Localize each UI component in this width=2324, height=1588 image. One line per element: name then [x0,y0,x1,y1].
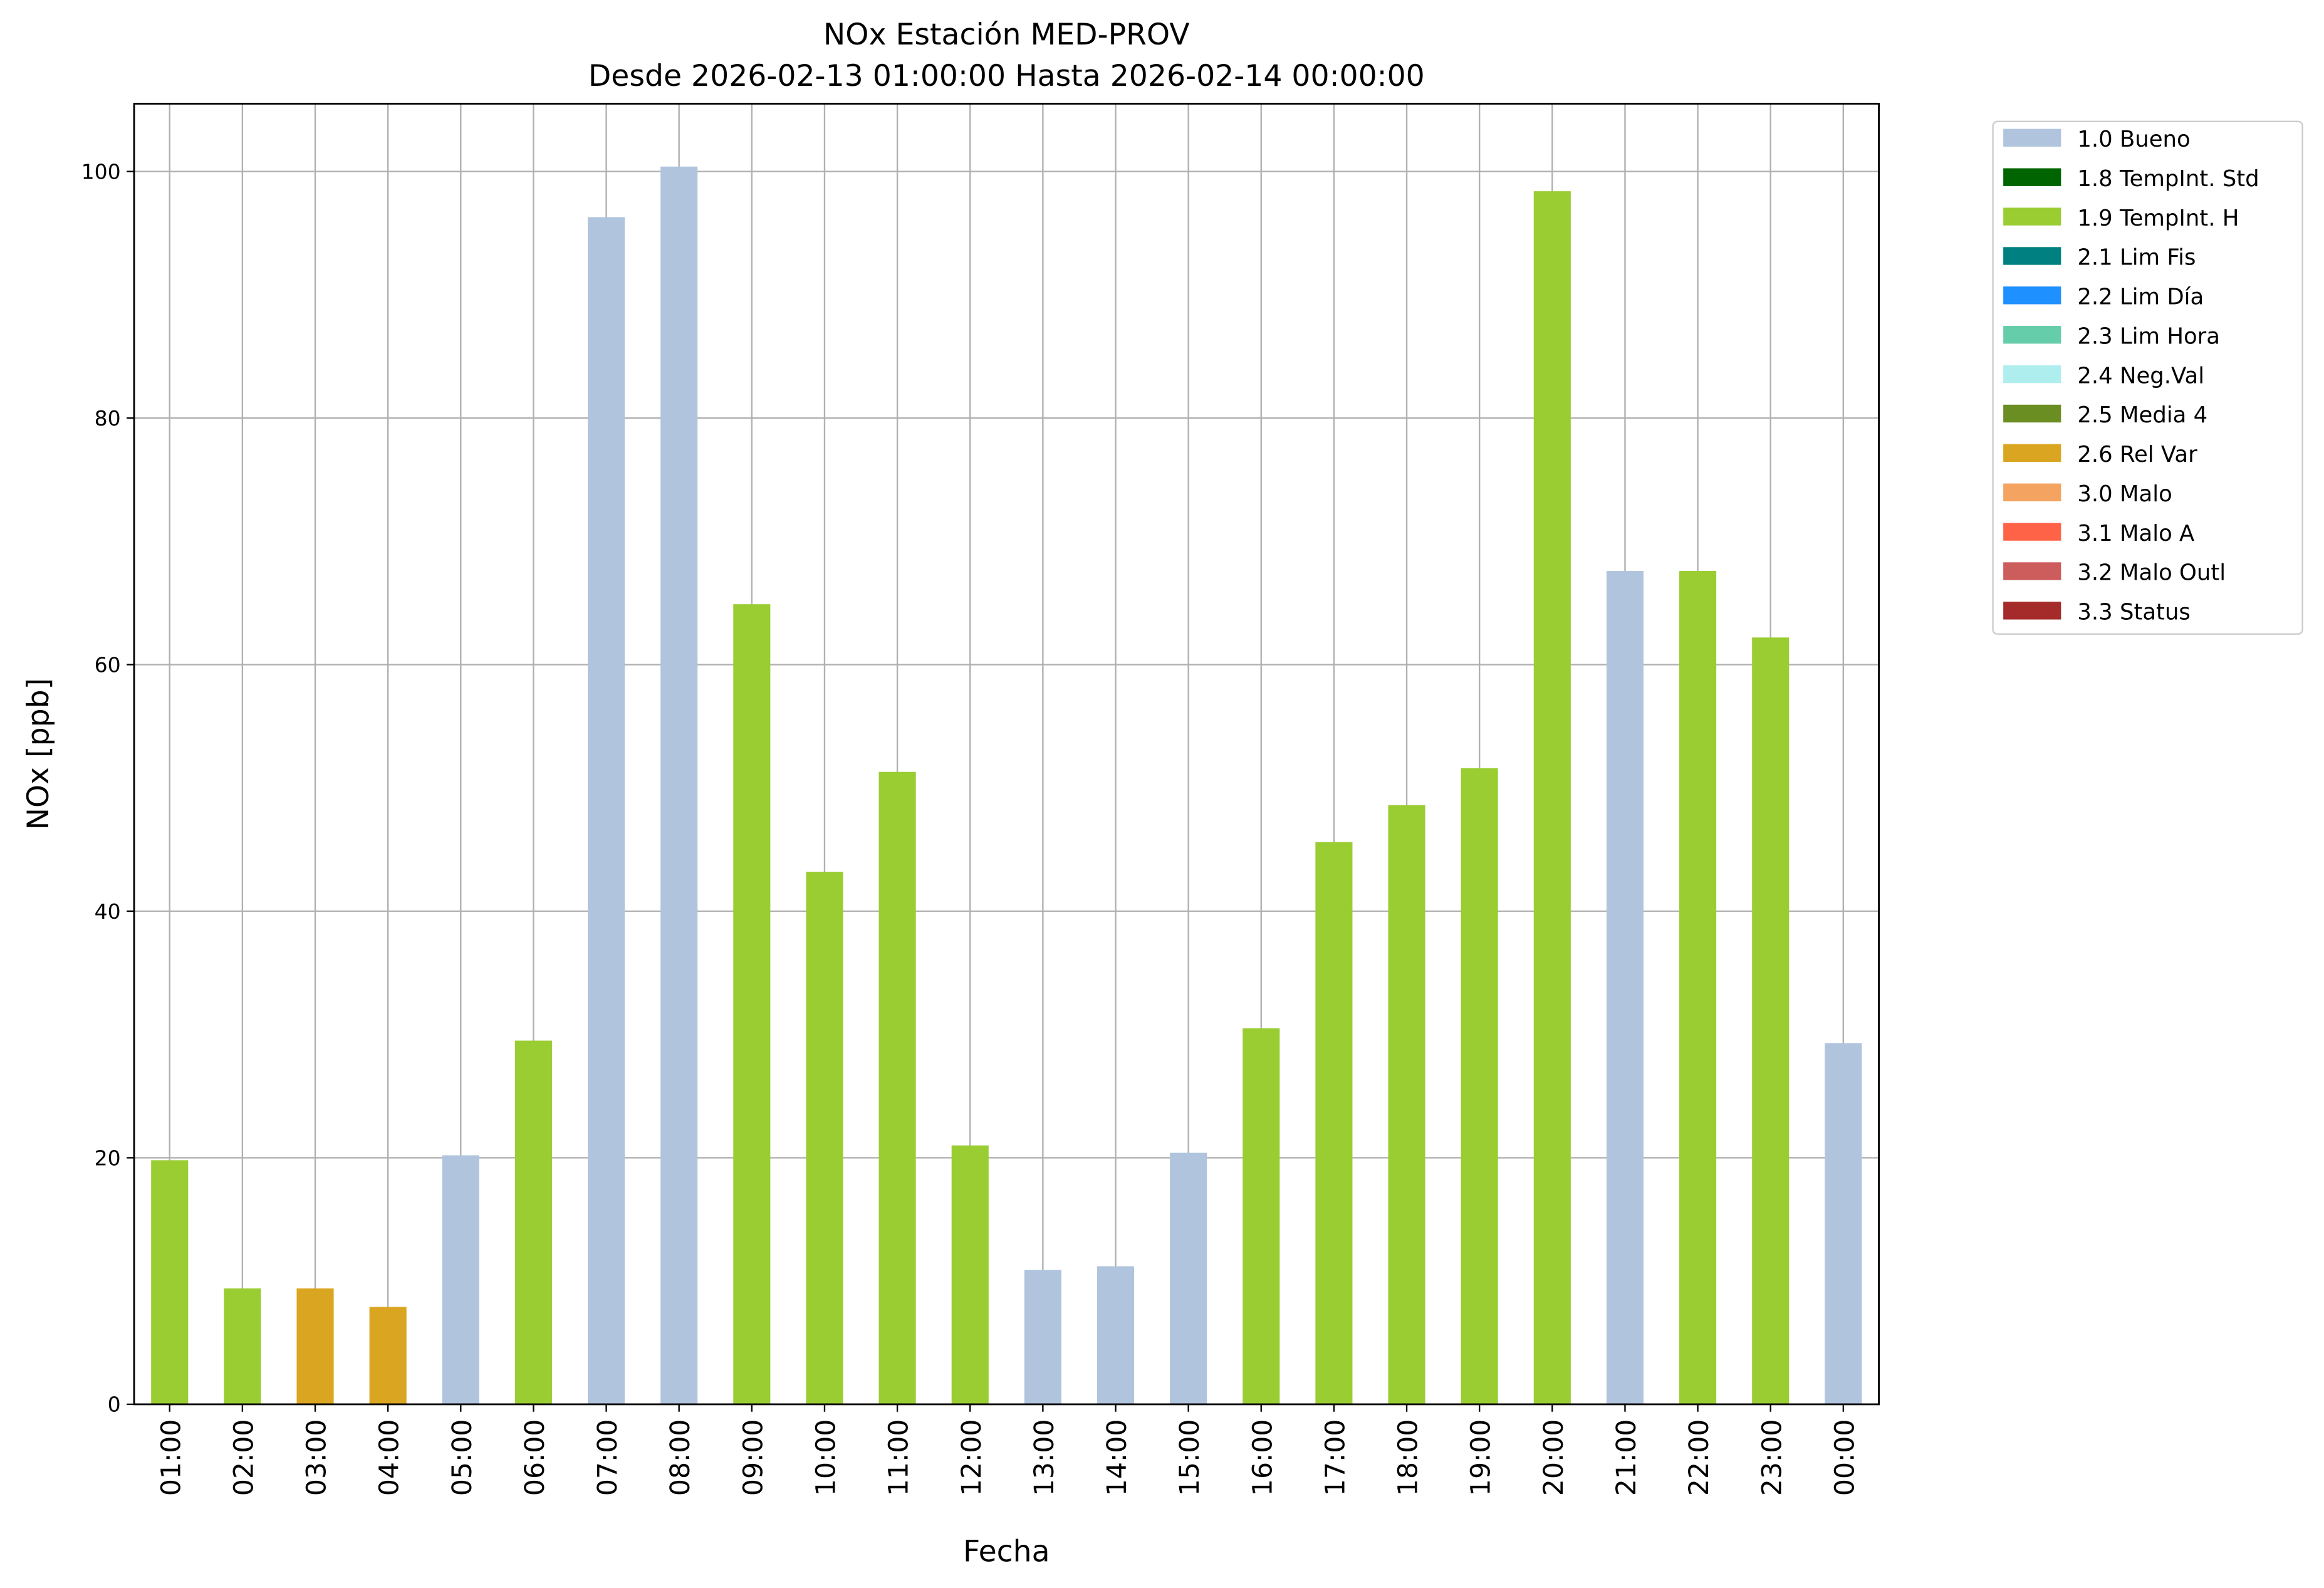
x-tick-label: 18:00 [1394,1419,1424,1497]
bar-0300 [296,1288,334,1404]
x-tick-label: 14:00 [1102,1419,1133,1497]
legend-swatch [2003,523,2061,541]
x-tick-label: 15:00 [1175,1419,1206,1497]
x-tick-label: 06:00 [520,1419,551,1497]
y-tick-label: 80 [95,406,121,431]
bar-0800 [660,166,698,1404]
bar-0400 [369,1307,407,1404]
bar-1500 [1170,1152,1207,1404]
y-tick-label: 20 [95,1146,121,1170]
legend-swatch [2003,444,2061,462]
legend-label: 3.3 Status [2077,600,2191,625]
chart-subtitle: Desde 2026-02-13 01:00:00 Hasta 2026-02-… [588,59,1425,93]
x-tick-label: 17:00 [1320,1419,1351,1497]
legend-label: 1.0 Bueno [2077,127,2190,152]
x-tick-label: 19:00 [1466,1419,1497,1497]
legend-label: 2.2 Lim Día [2077,285,2204,310]
legend-frame [1992,120,2303,635]
x-tick-label: 20:00 [1539,1419,1570,1497]
x-tick-label: 08:00 [665,1419,696,1497]
legend-label: 1.9 TempInt. H [2077,206,2239,231]
bar-2000 [1533,191,1571,1404]
x-tick-label: 11:00 [884,1419,915,1497]
chart-title: NOx Estación MED-PROV [823,18,1190,52]
bar-1900 [1461,768,1498,1404]
bar-2300 [1752,637,1790,1404]
bar-2100 [1606,571,1644,1404]
x-tick-label: 00:00 [1830,1419,1860,1497]
bars [151,166,1862,1404]
x-tick-label: 09:00 [738,1419,769,1497]
bar-0200 [224,1288,261,1404]
x-axis-ticks: 01:00 02:00 03:00 04:00 05:00 06:00 07:00 08:00… [156,1404,1860,1496]
x-tick-label: 21:00 [1612,1419,1642,1497]
bar-1600 [1243,1028,1280,1404]
x-tick-label: 01:00 [156,1419,187,1497]
bar-1100 [878,771,916,1404]
y-axis-label: NOx [ppb] [21,678,56,830]
y-tick-label: 100 [81,159,121,184]
bar-0600 [514,1040,552,1404]
bar-0900 [733,604,771,1404]
y-tick-label: 60 [95,652,121,677]
legend-swatch [2003,168,2061,186]
legend-swatch [2003,365,2061,384]
bar-0100 [151,1160,189,1404]
y-tick-label: 40 [95,899,121,924]
legend-label: 3.1 Malo A [2077,521,2194,546]
y-tick-label: 0 [108,1392,121,1417]
x-tick-label: 23:00 [1757,1419,1788,1497]
x-tick-label: 12:00 [957,1419,987,1497]
x-tick-label: 04:00 [375,1419,405,1497]
x-tick-label: 22:00 [1684,1419,1715,1497]
x-axis-label: Fecha [963,1534,1050,1569]
legend-swatch [2003,286,2061,305]
bar-1000 [806,872,843,1404]
bar-1400 [1097,1266,1135,1404]
x-tick-label: 05:00 [447,1419,478,1497]
legend-label: 3.2 Malo Outl [2077,560,2226,586]
legend: 1.0 Bueno 1.8 TempInt. Std 1.9 TempInt. H 2… [1992,120,2303,635]
y-axis-ticks: 0 20 40 60 80 100 [81,159,135,1417]
legend-label: 1.8 TempInt. Std [2077,166,2259,192]
legend-label: 2.1 Lim Fis [2077,245,2196,271]
legend-swatch [2003,247,2061,265]
legend-label: 2.6 Rel Var [2077,442,2197,468]
x-tick-label: 13:00 [1029,1419,1060,1497]
legend-swatch [2003,562,2061,580]
legend-label: 2.4 Neg.Val [2077,363,2204,389]
bar-1300 [1024,1270,1061,1404]
x-tick-label: 10:00 [811,1419,842,1497]
bar-0500 [442,1155,479,1404]
bar-2200 [1679,571,1717,1404]
x-tick-label: 07:00 [593,1419,623,1497]
legend-swatch [2003,128,2061,147]
x-tick-label: 16:00 [1248,1419,1278,1497]
legend-label: 2.5 Media 4 [2077,402,2207,428]
legend-swatch [2003,602,2061,620]
bar-0000 [1825,1043,1862,1404]
x-tick-label: 02:00 [229,1419,259,1497]
legend-swatch [2003,483,2061,501]
legend-swatch [2003,404,2061,423]
plot-area-frame [133,103,1880,1406]
bar-1800 [1388,805,1425,1404]
legend-swatch [2003,326,2061,344]
x-tick-label: 03:00 [302,1419,333,1497]
bar-1200 [951,1145,989,1404]
legend-label: 2.3 Lim Hora [2077,323,2220,349]
legend-swatch [2003,207,2061,226]
bar-1700 [1315,842,1353,1404]
legend-label: 3.0 Malo [2077,481,2172,507]
bar-0700 [588,217,625,1404]
